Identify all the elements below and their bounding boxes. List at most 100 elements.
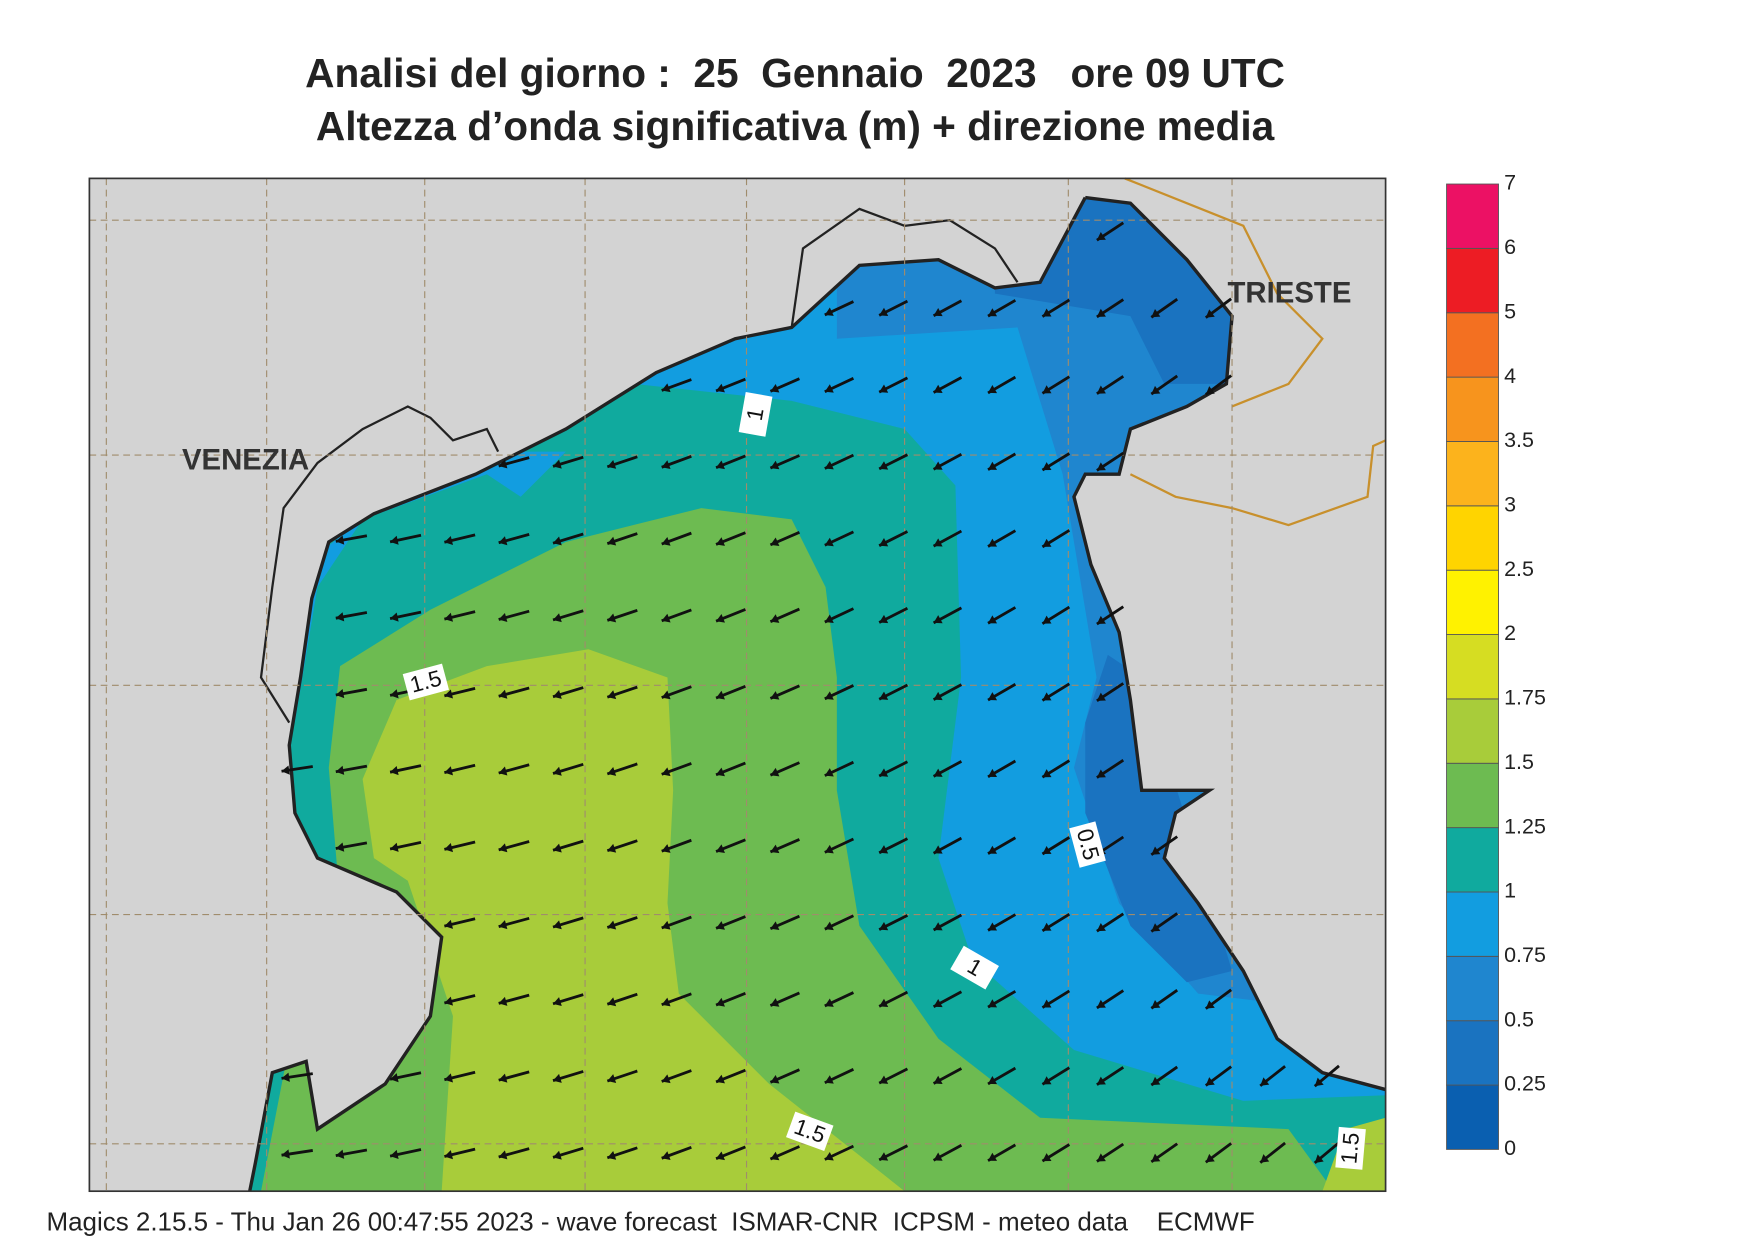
label-box — [950, 945, 999, 990]
arrow-head — [716, 767, 725, 777]
arrow-head — [879, 614, 889, 624]
arrow-head — [1314, 1154, 1324, 1163]
arrow-head — [661, 1074, 671, 1084]
arrow-head — [988, 461, 998, 470]
arrow-head — [824, 1152, 834, 1161]
arrow-head — [553, 920, 562, 930]
arrow-head — [498, 843, 508, 853]
arrow-head — [661, 690, 671, 700]
arrow-head — [770, 921, 780, 930]
arrow-head — [1042, 615, 1052, 624]
arrow-head — [1096, 692, 1106, 701]
arrow-head — [879, 768, 889, 777]
colorbar-swatch — [1446, 698, 1499, 764]
contour-label: 1 — [950, 945, 999, 990]
arrow-head — [553, 843, 562, 853]
colorbar-label: 2.5 — [1504, 557, 1534, 581]
arrow-head — [824, 691, 834, 700]
colorbar-swatch — [1446, 376, 1499, 442]
arrow-head — [607, 459, 617, 469]
arrow-head — [1096, 999, 1106, 1008]
colorbar-label: 1.75 — [1504, 686, 1546, 710]
arrow-head — [988, 308, 998, 317]
arrow-head — [661, 920, 671, 930]
arrow-head — [607, 767, 617, 776]
arrow-head — [281, 765, 290, 775]
arrow-head — [770, 460, 780, 470]
arrow-head — [933, 922, 943, 931]
arrow-head — [498, 766, 508, 776]
arrow-head — [988, 538, 998, 547]
arrow-head — [1042, 1076, 1052, 1085]
arrow-head — [498, 1073, 508, 1083]
arrow-head — [661, 460, 671, 469]
arrow-head — [1042, 308, 1052, 317]
arrow-head — [824, 768, 834, 777]
arrow-head — [716, 537, 725, 546]
arrow-head — [1096, 615, 1106, 625]
colorbar-label: 1.5 — [1504, 750, 1534, 774]
arrow-head — [607, 536, 617, 546]
colorbar-swatch — [1446, 762, 1499, 829]
arrow-head — [879, 461, 889, 470]
arrow-head — [716, 614, 725, 623]
arrow-head — [390, 766, 399, 776]
label-box — [738, 392, 773, 437]
arrow-head — [879, 1075, 889, 1084]
arrow-head — [933, 1152, 943, 1161]
arrow-head — [716, 997, 725, 1007]
arrow-head — [824, 998, 834, 1007]
arrow-head — [1042, 462, 1052, 471]
arrow-head — [1096, 232, 1106, 241]
arrow-head — [879, 307, 889, 317]
arrow-head — [988, 1076, 998, 1085]
arrow-head — [988, 999, 998, 1008]
arrow-head — [1205, 1153, 1215, 1163]
arrow-head — [390, 612, 399, 622]
arrow-head — [716, 690, 725, 700]
arrow-head — [390, 1073, 399, 1083]
arrow-head — [335, 842, 345, 852]
arrow-head — [1042, 538, 1052, 547]
arrow-head — [553, 536, 562, 546]
arrow-head — [988, 922, 998, 931]
arrow-head — [661, 997, 671, 1007]
arrow-head — [1042, 692, 1052, 701]
colorbar-swatch — [1446, 891, 1499, 957]
arrow-head — [770, 1151, 780, 1161]
arrow-head — [988, 1152, 998, 1161]
arrow-head — [1205, 309, 1215, 318]
arrow-head — [716, 1151, 725, 1161]
arrow-head — [335, 535, 345, 545]
arrow-head — [335, 612, 345, 622]
arrow-head — [390, 689, 399, 699]
label-box — [402, 663, 450, 701]
arrow-head — [933, 691, 943, 701]
arrow-head — [444, 996, 453, 1006]
arrow-head — [498, 920, 508, 930]
arrow-head — [498, 459, 508, 469]
arrow-head — [553, 997, 562, 1007]
arrow-head — [824, 1075, 834, 1084]
arrow-head — [390, 535, 399, 545]
arrow-head — [607, 613, 617, 623]
arrow-head — [933, 384, 943, 393]
arrow-head — [444, 919, 453, 929]
arrow-head — [607, 920, 617, 930]
colorbar-label: 5 — [1504, 299, 1516, 323]
arrow-head — [879, 921, 889, 931]
arrow-head — [1096, 308, 1106, 317]
arrow-head — [770, 767, 780, 777]
arrow-head — [988, 768, 998, 777]
arrow-head — [1151, 385, 1161, 395]
arrow-head — [879, 1152, 889, 1161]
arrow-head — [498, 536, 508, 546]
colorbar-swatch — [1446, 183, 1499, 249]
arrow-head — [824, 384, 834, 393]
arrow-head — [1042, 845, 1052, 854]
arrow-head — [1042, 385, 1052, 394]
arrow-head — [335, 1149, 345, 1159]
arrow-head — [498, 612, 508, 622]
arrow-head — [553, 613, 562, 623]
arrow-head — [879, 691, 889, 700]
